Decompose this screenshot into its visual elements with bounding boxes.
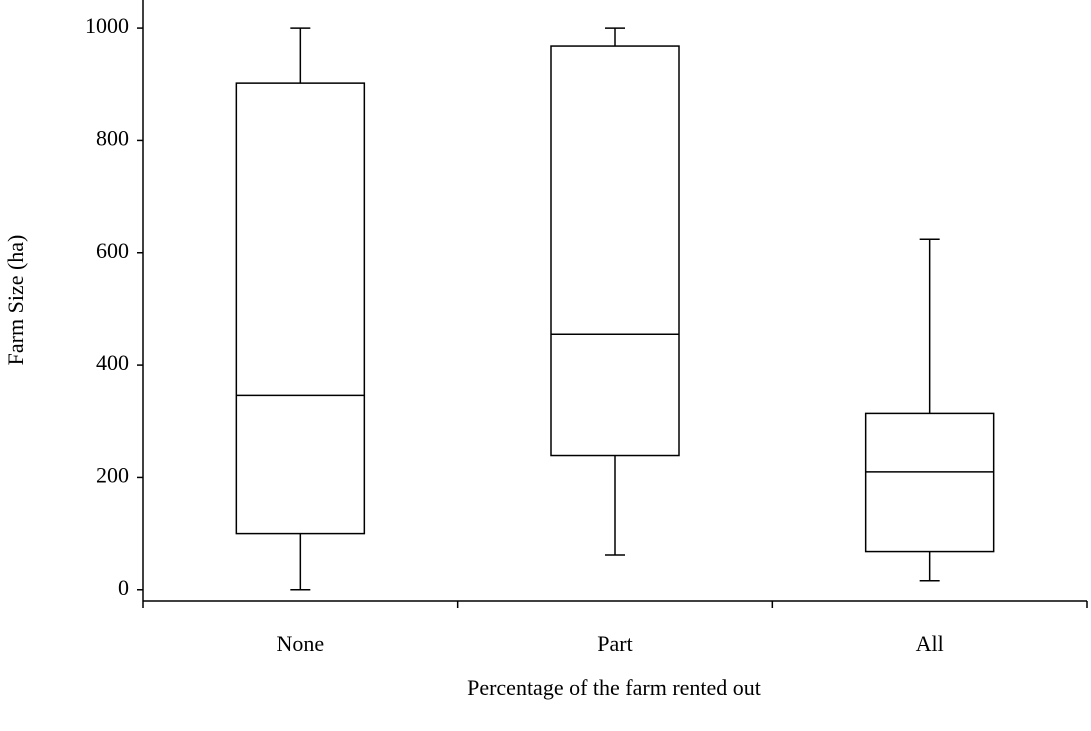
y-tick-label: 1000 [85, 13, 129, 38]
y-tick-label: 200 [96, 462, 129, 487]
y-tick-label: 0 [118, 575, 129, 600]
y-tick-label: 400 [96, 350, 129, 375]
y-tick-label: 600 [96, 238, 129, 263]
x-axis-label: Percentage of the farm rented out [467, 675, 761, 700]
box [235, 82, 366, 535]
x-tick-label: None [277, 631, 325, 656]
x-tick-label: Part [597, 631, 632, 656]
y-tick-label: 800 [96, 125, 129, 150]
box [550, 45, 680, 457]
box [864, 412, 995, 553]
y-axis-label: Farm Size (ha) [3, 235, 28, 366]
x-tick-label: All [916, 631, 944, 656]
